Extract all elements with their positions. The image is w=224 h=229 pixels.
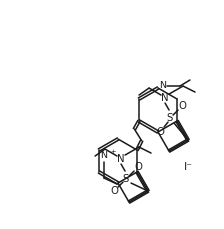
Text: S: S [123,174,129,184]
Text: N: N [100,150,108,160]
Text: N: N [117,154,125,164]
Text: +: + [110,149,116,155]
Text: O: O [178,101,186,111]
Text: N: N [159,82,166,90]
Text: I⁻: I⁻ [183,162,192,172]
Text: S: S [167,113,173,123]
Text: O: O [110,186,118,196]
Text: N: N [161,93,169,103]
Text: O: O [134,162,142,172]
Text: O: O [156,127,164,137]
